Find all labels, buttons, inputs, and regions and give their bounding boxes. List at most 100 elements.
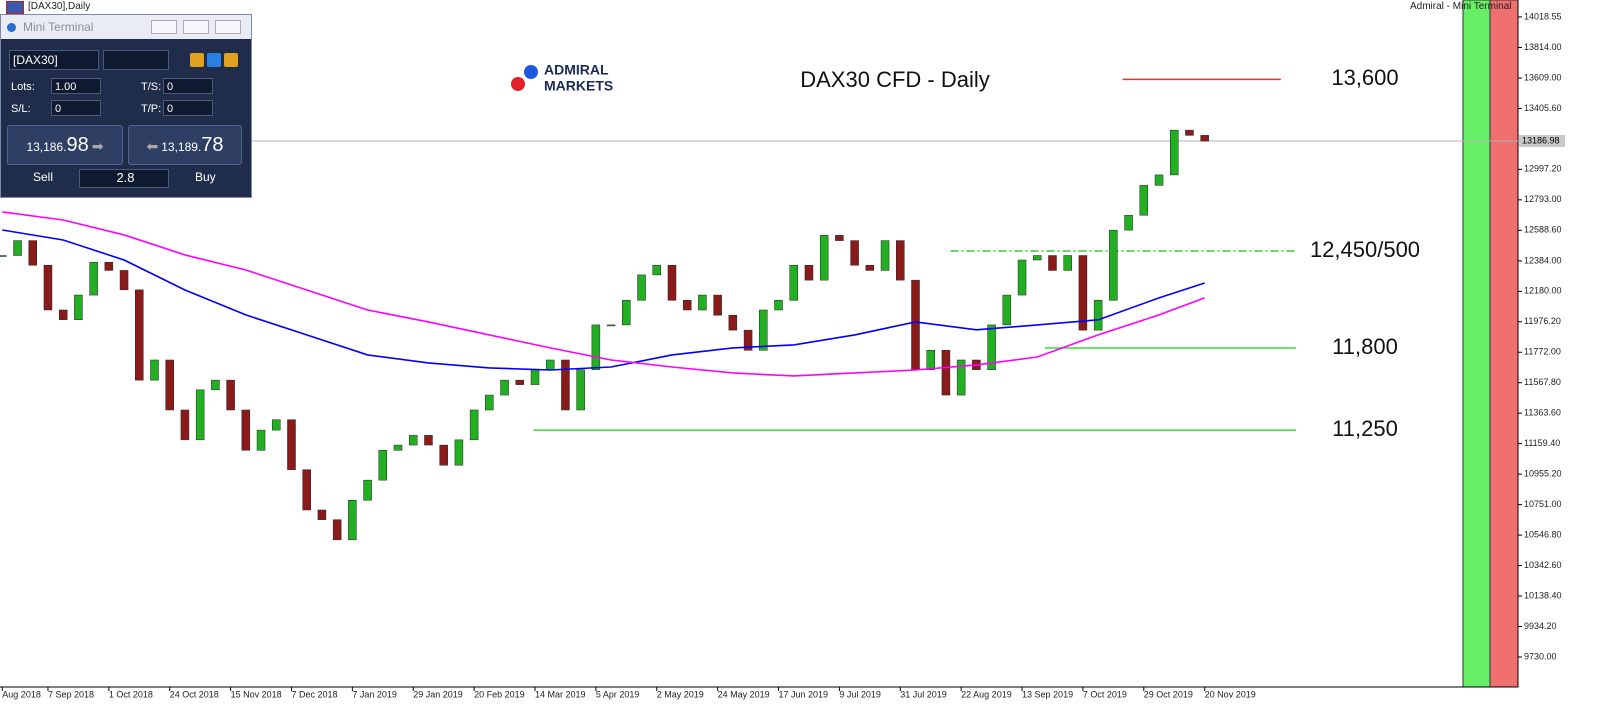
candle [591,324,601,370]
window-title: [DAX30],Daily [28,1,91,12]
y-tick-label: 10138.40 [1524,590,1562,600]
candle [1033,255,1042,261]
candle [469,409,479,441]
candle [1154,174,1164,186]
symbol-select[interactable]: [DAX30] [9,50,99,70]
candle [363,479,372,501]
x-tick-label: 7 Sep 2018 [48,689,94,699]
candle [652,264,662,276]
sell-pips: 98 [66,134,89,156]
x-tick-label: 7 Jan 2019 [352,689,397,699]
candle [987,324,996,370]
level-label: 13,600 [1331,65,1398,90]
level-label: 11,250 [1332,416,1398,441]
candle [774,300,783,311]
candle [667,264,677,301]
candle [0,255,7,257]
level-label: 11,800 [1332,334,1398,359]
indicator-green [1462,0,1491,688]
candle [58,309,68,320]
x-tick-label: 22 Aug 2019 [961,689,1012,699]
ts-input[interactable]: 0 [163,78,213,94]
candle [256,429,266,451]
y-tick-label: 9730.00 [1524,651,1557,661]
sell-button[interactable]: 13,186.98 ➡ [7,125,123,165]
y-tick-label: 12793.00 [1524,194,1562,204]
last-price-box [1519,135,1565,148]
buy-price: 13,189. [161,140,202,154]
candle [424,435,433,446]
value: 0 [55,103,62,115]
candle [439,444,448,466]
candle [272,419,281,431]
candle [850,240,859,266]
candle [561,359,570,411]
value: 1.00 [55,81,77,93]
candle [226,379,235,411]
close-button[interactable] [215,20,241,34]
candle [485,394,494,411]
y-tick-label: 10546.80 [1524,529,1562,539]
candle [1185,129,1194,136]
window-title-right: Admiral - Mini Terminal [1410,1,1512,12]
y-tick-label: 13405.60 [1524,103,1562,113]
minimize-button[interactable] [151,20,177,34]
candle [119,270,129,291]
lots-input[interactable]: 1.00 [51,78,101,94]
candle [1093,300,1103,331]
tp-input[interactable]: 0 [163,100,213,116]
y-tick-label: 12588.60 [1524,225,1562,235]
candle [728,314,738,331]
candle [1169,129,1179,176]
terminal-title: Mini Terminal [23,20,94,34]
candle [896,240,905,281]
candle [622,300,631,326]
sl-input[interactable]: 0 [51,100,101,116]
arrow: ➡ [91,138,104,154]
button[interactable] [224,53,238,67]
candle [378,450,388,481]
candle [408,435,418,446]
logo-dot [511,77,525,91]
y-tick-label: 12997.20 [1524,164,1562,174]
y-tick-label: 12180.00 [1524,286,1562,296]
candle [500,379,509,396]
candle [713,294,722,316]
buy-pips: 78 [201,134,224,156]
icon [7,23,16,32]
candle [926,350,935,370]
symbol-input[interactable] [103,50,169,70]
candle [789,264,798,301]
y-tick-label: 11772.00 [1524,347,1561,357]
y-tick-label: 14018.55 [1524,11,1562,21]
candle [545,359,555,370]
candle [43,264,53,311]
logo-dot [524,65,538,79]
candle [150,359,159,381]
candle [74,294,83,320]
buy-button[interactable]: ⬅ 13,189.78 [128,125,242,165]
candle [1017,259,1027,296]
button[interactable] [207,53,221,67]
y-tick-label: 11159.40 [1524,438,1560,448]
buy-label[interactable]: Buy [195,170,216,184]
candle [941,350,951,396]
candle [819,235,829,281]
candle [637,274,646,301]
candle [698,294,707,311]
candle [317,509,327,520]
candle [104,261,114,271]
candle [835,235,844,241]
x-tick-label: Aug 2018 [2,689,41,699]
sell-label[interactable]: Sell [33,170,54,184]
candle [211,379,220,391]
terminal-title-bar: Mini Terminal [1,15,251,39]
x-tick-label: 20 Feb 2019 [474,689,525,699]
button[interactable] [190,53,204,67]
x-tick-label: 15 Nov 2018 [231,689,282,699]
level-label: 12,450/500 [1310,237,1420,262]
x-tick-label: 13 Sep 2019 [1022,689,1073,699]
maximize-button[interactable] [183,20,209,34]
candle [332,519,342,541]
